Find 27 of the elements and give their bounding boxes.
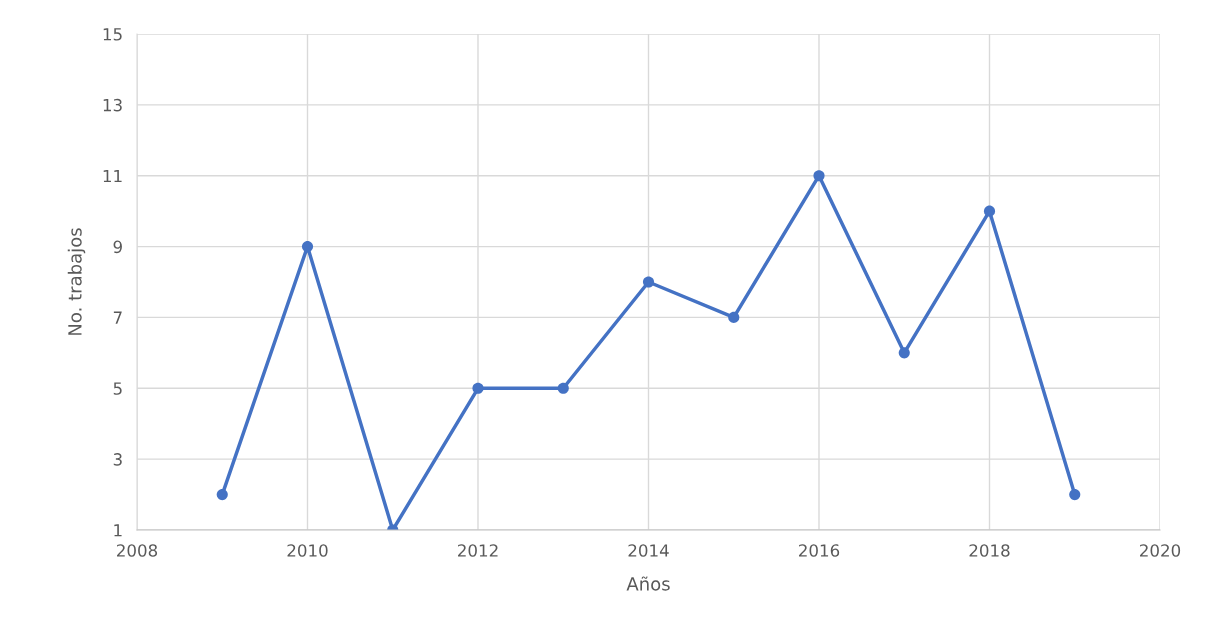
x-tick-label: 2018 bbox=[969, 544, 1010, 557]
x-tick-label: 2014 bbox=[628, 544, 669, 557]
point bbox=[898, 347, 910, 359]
point bbox=[642, 276, 655, 288]
point bbox=[557, 382, 569, 394]
point bbox=[728, 311, 740, 323]
x-tick-label: 2012 bbox=[458, 544, 498, 557]
x-tick-label: 2020 bbox=[1140, 544, 1181, 557]
y-tick-label: 5 bbox=[113, 382, 122, 395]
point bbox=[983, 205, 996, 217]
y-tick-label: 1 bbox=[114, 524, 122, 537]
point bbox=[472, 382, 484, 394]
point bbox=[301, 241, 314, 253]
y-tick-label: 13 bbox=[103, 98, 122, 112]
y-tick-label: 15 bbox=[103, 28, 122, 41]
y-tick-label: 11 bbox=[103, 169, 122, 183]
y-tick-label: 9 bbox=[113, 240, 122, 254]
x-tick-label: 2008 bbox=[117, 544, 158, 557]
y-tick-label: 7 bbox=[113, 311, 122, 324]
x-tick-label: 2010 bbox=[287, 544, 328, 557]
point bbox=[216, 489, 228, 501]
y-axis-title: No. trabajos bbox=[67, 228, 86, 335]
x-tick-label: 2016 bbox=[799, 544, 840, 557]
y-tick-label: 3 bbox=[113, 453, 122, 466]
point bbox=[813, 170, 825, 182]
x-axis-title: Años bbox=[626, 576, 670, 591]
point bbox=[1069, 489, 1081, 501]
